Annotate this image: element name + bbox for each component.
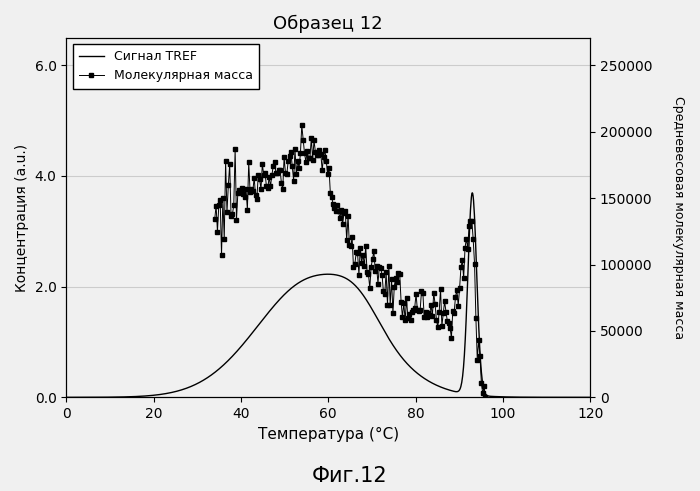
Сигнал TREF [349, 280, 357, 286]
X-axis label: Температура (°C): Температура (°C) [258, 427, 399, 441]
Text: Фиг.12: Фиг.12 [312, 466, 388, 486]
Молекулярная масса [211, 217, 219, 222]
Молекулярная масса [221, 158, 230, 164]
Сигнал TREF [337, 273, 346, 279]
Молекулярная масса [298, 122, 306, 128]
Legend: Сигнал TREF, Молекулярная масса: Сигнал TREF, Молекулярная масса [73, 44, 259, 88]
Y-axis label: Концентрация (a.u.): Концентрация (a.u.) [15, 143, 29, 292]
Молекулярная масса [459, 275, 468, 281]
Line: Сигнал TREF: Сигнал TREF [66, 193, 590, 397]
Молекулярная масса [283, 171, 291, 177]
Сигнал TREF [289, 283, 298, 289]
Молекулярная масса [469, 236, 477, 242]
Сигнал TREF [468, 190, 477, 196]
Молекулярная масса [261, 170, 270, 176]
Y-axis label: Средневесовая молекулярная масса: Средневесовая молекулярная масса [672, 96, 685, 339]
Сигнал TREF [62, 394, 71, 400]
Сигнал TREF [132, 394, 140, 400]
Сигнал TREF [586, 394, 594, 400]
Сигнал TREF [150, 392, 159, 398]
Title: Образец 12: Образец 12 [274, 15, 383, 33]
Молекулярная масса [481, 394, 489, 400]
Молекулярная масса [227, 214, 235, 219]
Line: Молекулярная масса: Молекулярная масса [213, 124, 487, 399]
Сигнал TREF [239, 342, 247, 348]
